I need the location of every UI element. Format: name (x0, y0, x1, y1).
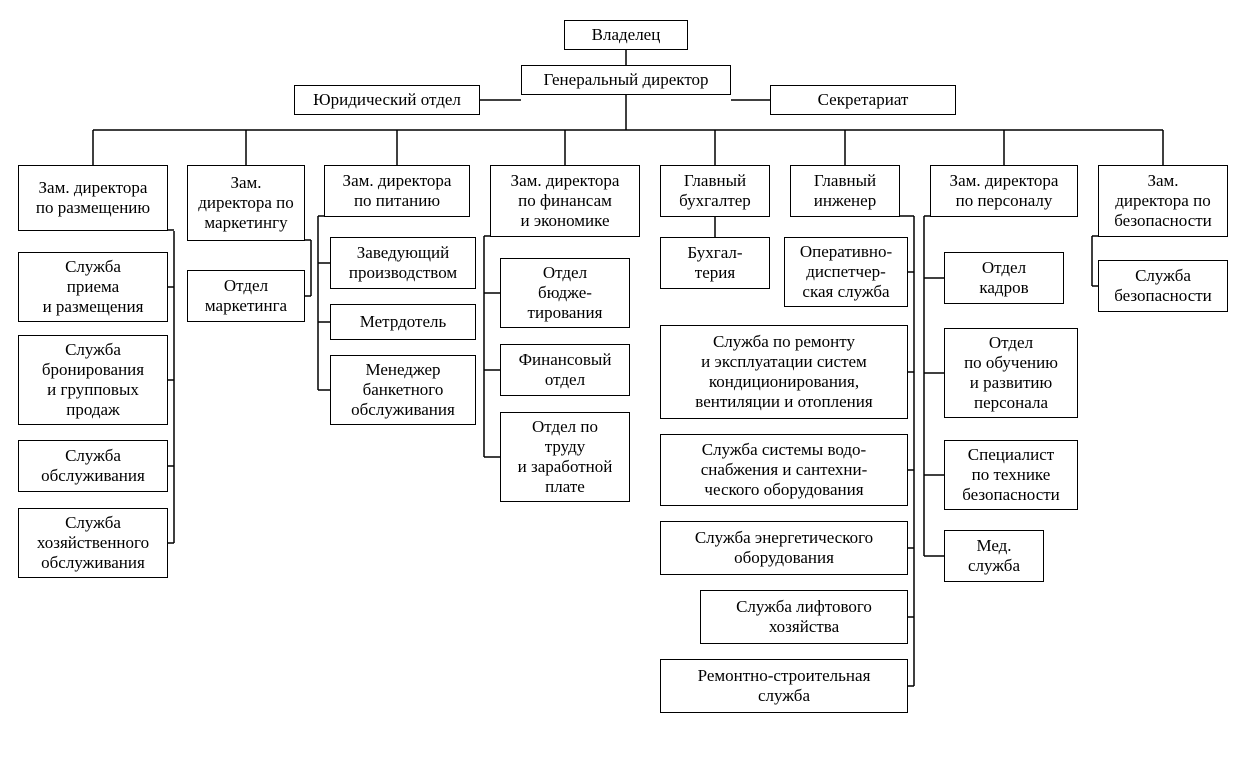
org-node-d3s3: Менеджер банкетного обслуживания (330, 355, 476, 425)
org-node-d2s1: Отдел маркетинга (187, 270, 305, 322)
org-node-dep8: Зам. директора по безопасности (1098, 165, 1228, 237)
org-node-dep7: Зам. директора по персоналу (930, 165, 1078, 217)
org-node-d1s3: Служба обслуживания (18, 440, 168, 492)
org-node-d3s2: Метрдотель (330, 304, 476, 340)
org-node-dep1: Зам. директора по размещению (18, 165, 168, 231)
org-node-d6s3: Служба системы водо- снабжения и сантехн… (660, 434, 908, 506)
org-node-dep4: Зам. директора по финансам и экономике (490, 165, 640, 237)
org-node-d6s4: Служба энергетического оборудования (660, 521, 908, 575)
org-node-d4s1: Отдел бюдже- тирования (500, 258, 630, 328)
org-node-dep2: Зам. директора по маркетингу (187, 165, 305, 241)
org-node-gendir: Генеральный директор (521, 65, 731, 95)
org-node-legal: Юридический отдел (294, 85, 480, 115)
org-node-d1s4: Служба хозяйственного обслуживания (18, 508, 168, 578)
org-node-d7s2: Отдел по обучению и развитию персонала (944, 328, 1078, 418)
org-node-dep6: Главный инженер (790, 165, 900, 217)
org-node-d4s3: Отдел по труду и заработной плате (500, 412, 630, 502)
org-node-d6s2: Служба по ремонту и эксплуатации систем … (660, 325, 908, 419)
org-node-d6s6: Ремонтно-строительная служба (660, 659, 908, 713)
org-node-d4s2: Финансовый отдел (500, 344, 630, 396)
org-node-secretariat: Секретариат (770, 85, 956, 115)
org-node-d7s4: Мед. служба (944, 530, 1044, 582)
org-node-d5s1: Бухгал- терия (660, 237, 770, 289)
org-node-d1s1: Служба приема и размещения (18, 252, 168, 322)
org-node-dep5: Главный бухгалтер (660, 165, 770, 217)
org-node-d3s1: Заведующий производством (330, 237, 476, 289)
org-node-d6s5: Служба лифтового хозяйства (700, 590, 908, 644)
org-node-d7s1: Отдел кадров (944, 252, 1064, 304)
org-node-dep3: Зам. директора по питанию (324, 165, 470, 217)
org-chart-canvas: Владелец Генеральный директор Юридический … (0, 0, 1243, 758)
org-node-d7s3: Специалист по технике безопасности (944, 440, 1078, 510)
org-node-d1s2: Служба бронирования и групповых продаж (18, 335, 168, 425)
org-node-d6s1: Оперативно- диспетчер- ская служба (784, 237, 908, 307)
org-node-owner: Владелец (564, 20, 688, 50)
org-node-d8s1: Служба безопасности (1098, 260, 1228, 312)
